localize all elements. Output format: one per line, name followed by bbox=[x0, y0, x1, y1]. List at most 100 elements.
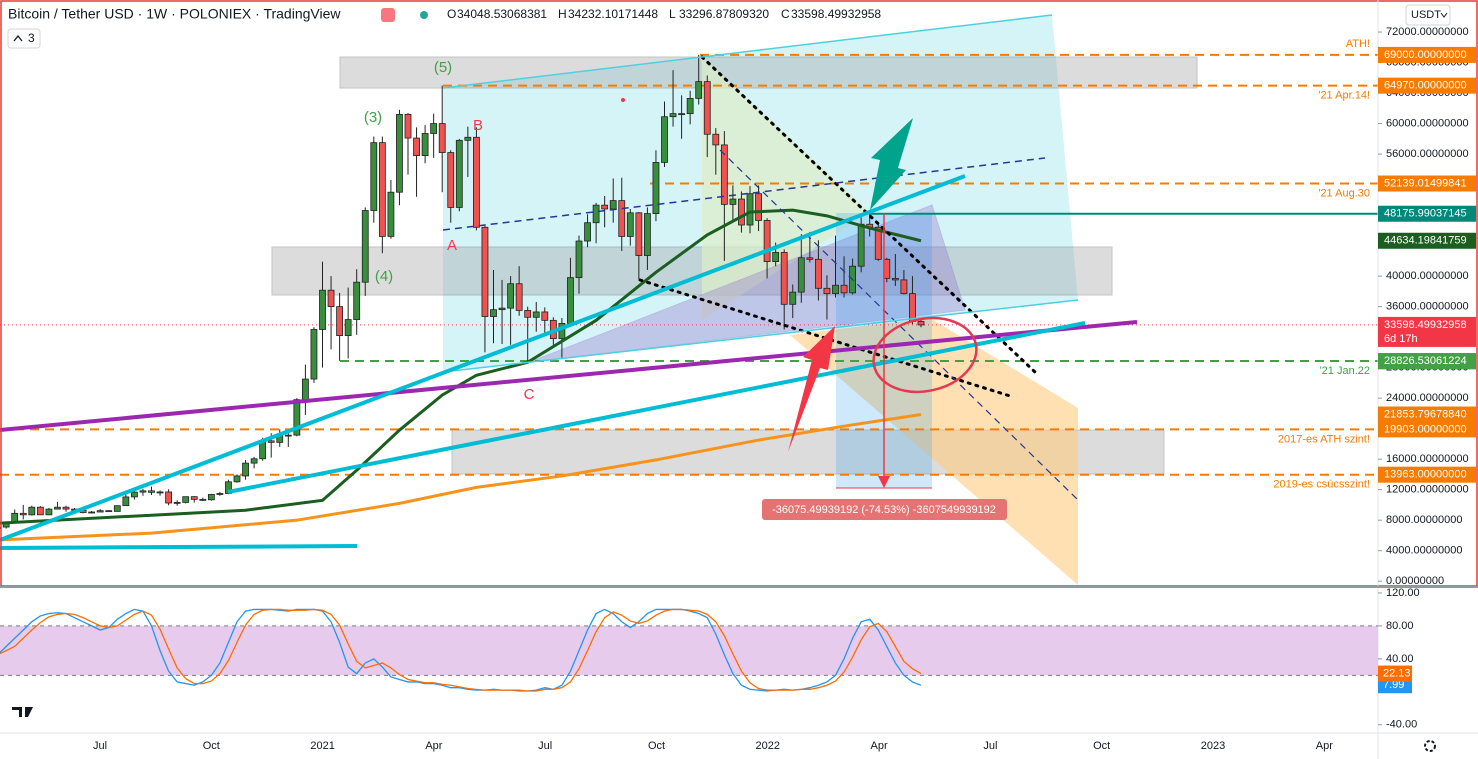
candle-body bbox=[601, 204, 609, 210]
x-tick-label: Oct bbox=[203, 740, 220, 752]
ohlc-key: C bbox=[781, 7, 790, 21]
candle-body bbox=[344, 319, 352, 336]
candle-body bbox=[515, 283, 523, 311]
candle-body bbox=[532, 311, 540, 318]
levels: ATH! '21 Apr.14! '21 Aug.30 '21 Jan.22 2017-… bbox=[0, 38, 1378, 491]
settings-icon[interactable] bbox=[1424, 740, 1436, 752]
highlight-circle bbox=[872, 316, 978, 394]
tv-logo[interactable] bbox=[12, 707, 33, 717]
candle-body bbox=[54, 506, 61, 510]
wave-label: C bbox=[524, 386, 535, 403]
candle-body bbox=[832, 284, 839, 295]
candle-body bbox=[105, 510, 113, 513]
level-note: 2017-es ATH szint! bbox=[1278, 433, 1370, 445]
y-tick-label: 24000.00000000 bbox=[1386, 392, 1469, 404]
price-tag bbox=[1378, 77, 1476, 94]
y-tick-label: 12000.00000000 bbox=[1386, 484, 1469, 496]
candle-body bbox=[592, 204, 600, 224]
candle-body bbox=[36, 506, 44, 516]
wave-labels: (5) (3) (4) A B C bbox=[364, 59, 535, 403]
candle-body bbox=[28, 506, 36, 516]
countdown: 6d 17h bbox=[1384, 333, 1418, 345]
candle-body bbox=[917, 321, 925, 326]
candle-body bbox=[19, 512, 27, 516]
candle-body bbox=[720, 144, 728, 205]
level-note: 2019-es csúcsszint! bbox=[1273, 479, 1370, 491]
candle-body bbox=[242, 462, 249, 477]
candle-body bbox=[763, 220, 771, 263]
candle-body bbox=[396, 114, 403, 193]
x-tick-label: Apr bbox=[1316, 740, 1333, 752]
candle-body bbox=[789, 291, 797, 305]
candle-body bbox=[62, 506, 70, 510]
x-tick-label: Apr bbox=[425, 740, 442, 752]
y-tick-label: 16000.00000000 bbox=[1386, 453, 1469, 465]
wave-label: (4) bbox=[375, 268, 393, 285]
candle-body bbox=[378, 142, 386, 237]
candle-body bbox=[182, 496, 190, 503]
candle-body bbox=[301, 378, 309, 401]
candle-body bbox=[840, 284, 848, 294]
price-tag-label: 52139.01499841 bbox=[1384, 177, 1467, 189]
candle-body bbox=[404, 114, 412, 139]
candle-body bbox=[695, 81, 703, 99]
candle-body bbox=[703, 81, 711, 135]
candle-body bbox=[130, 491, 138, 498]
wave-label: (5) bbox=[434, 59, 452, 76]
price-tag bbox=[1378, 205, 1476, 222]
candle-body bbox=[900, 279, 908, 295]
x-tick-label: Jul bbox=[983, 740, 997, 752]
y-tick-label: 8000.00000000 bbox=[1386, 514, 1462, 526]
candle-body bbox=[712, 133, 720, 146]
y-tick-label: 36000.00000000 bbox=[1386, 301, 1469, 313]
candle-body bbox=[327, 289, 335, 308]
candle-body bbox=[199, 498, 207, 501]
candle-body bbox=[857, 223, 865, 267]
channel-line bbox=[442, 14, 1053, 89]
price-tag bbox=[1378, 466, 1476, 483]
value-tag-label: 7.99 bbox=[1383, 679, 1404, 691]
triangle-fill bbox=[702, 57, 870, 320]
candle-body bbox=[472, 136, 480, 228]
ohlc-key: L bbox=[669, 7, 676, 21]
candle-body bbox=[815, 258, 822, 289]
candle-body bbox=[233, 475, 241, 483]
level-note: '21 Apr.14! bbox=[1318, 90, 1370, 102]
candle-body bbox=[464, 136, 472, 141]
ohlc-value: 33296.87809320 bbox=[679, 7, 769, 21]
trend-line bbox=[0, 320, 1138, 432]
triangle-fill bbox=[529, 204, 966, 363]
wave-label: (3) bbox=[364, 109, 382, 126]
currency: USDT bbox=[1411, 9, 1441, 21]
price-tag bbox=[1378, 316, 1476, 347]
candle-body bbox=[686, 97, 694, 115]
candle-body bbox=[336, 306, 344, 336]
candle-body bbox=[370, 142, 378, 211]
x-tick-label: Oct bbox=[1093, 740, 1110, 752]
trend-line bbox=[0, 174, 966, 542]
value-tag-label: 22.13 bbox=[1383, 667, 1411, 679]
status-dot bbox=[420, 11, 428, 19]
value-tag bbox=[1378, 665, 1412, 682]
drawing-lines: -36075.49939192 (-74.53%) -3607549939192 bbox=[0, 14, 1138, 550]
candle-body bbox=[190, 496, 198, 500]
time-axis: Jul Oct 2021 Apr Jul Oct 2022 Apr Jul Oct 2023 Apr bbox=[93, 740, 1333, 752]
chevron bbox=[13, 34, 23, 42]
y-tick-label: 4000.00000000 bbox=[1386, 545, 1462, 557]
y-tick-label: 40.00 bbox=[1386, 653, 1414, 665]
candle-body bbox=[387, 191, 395, 237]
candle-body bbox=[669, 113, 677, 118]
candle-body bbox=[481, 226, 489, 317]
candle-body bbox=[267, 440, 275, 443]
candle-body bbox=[96, 510, 104, 513]
indicator-toggle[interactable] bbox=[7, 28, 41, 49]
chart-title: Bitcoin / Tether USD · 1W · POLONIEX · T… bbox=[8, 6, 341, 22]
candle-body bbox=[644, 213, 651, 256]
y-tick-label: 56000.00000000 bbox=[1386, 148, 1469, 160]
currency-select[interactable] bbox=[1405, 4, 1451, 26]
candle-body bbox=[797, 257, 805, 293]
x-tick-label: Apr bbox=[871, 740, 888, 752]
candle-body bbox=[609, 200, 617, 210]
x-tick-label: Jul bbox=[93, 740, 107, 752]
